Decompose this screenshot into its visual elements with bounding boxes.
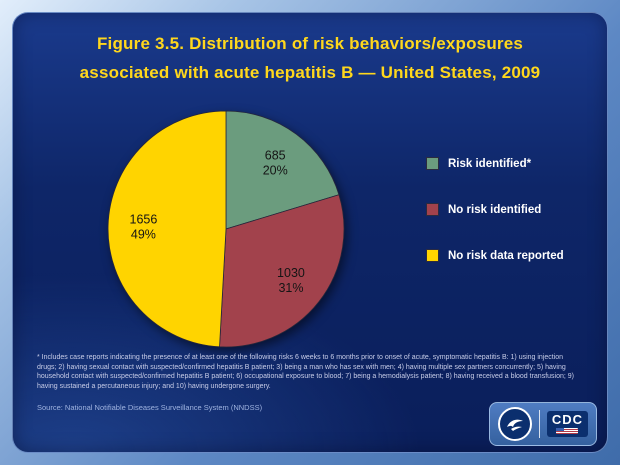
slide-title: Figure 3.5. Distribution of risk behavio… bbox=[13, 13, 607, 87]
legend-swatch-no-risk-identified bbox=[426, 203, 439, 216]
legend-item-no-risk-data-reported: No risk data reported bbox=[426, 249, 564, 262]
legend-label: Risk identified* bbox=[448, 157, 532, 170]
cdc-flag-icon bbox=[556, 428, 579, 434]
slide-title-line1: Figure 3.5. Distribution of risk behavio… bbox=[96, 34, 524, 53]
legend-label: No risk data reported bbox=[448, 249, 564, 262]
pie-slice-1 bbox=[219, 194, 345, 348]
slide-title-line2: associated with acute hepatitis B — Unit… bbox=[79, 63, 541, 82]
legend-swatch-risk-identified bbox=[426, 157, 439, 170]
pie-chart: 685 20% 1030 31% 1656 49% bbox=[101, 104, 351, 354]
cdc-logo: CDC bbox=[546, 411, 588, 437]
cdc-logo-text: CDC bbox=[551, 412, 583, 427]
legend-label: No risk identified bbox=[448, 203, 542, 216]
footnote-text: * Includes case reports indicating the p… bbox=[37, 354, 574, 390]
legend-swatch-no-risk-data-reported bbox=[426, 249, 439, 262]
pie-slice-label-2: 1656 49% bbox=[130, 213, 158, 242]
legend-item-risk-identified: Risk identified* bbox=[426, 157, 564, 170]
pie-slice-2 bbox=[107, 110, 227, 348]
slide-panel: Figure 3.5. Distribution of risk behavio… bbox=[12, 12, 608, 453]
hhs-logo-icon bbox=[497, 407, 532, 441]
chart-legend: Risk identified* No risk identified No r… bbox=[426, 157, 564, 295]
pie-chart-svg: 685 20% 1030 31% 1656 49% bbox=[107, 110, 345, 348]
hhs-eagle-icon bbox=[506, 419, 523, 431]
pie-slice-0 bbox=[225, 110, 340, 230]
logo-separator bbox=[538, 410, 540, 438]
legend-item-no-risk-identified: No risk identified bbox=[426, 203, 564, 216]
pie-slice-label-0: 685 20% bbox=[263, 149, 288, 178]
agency-logo-badge: CDC bbox=[488, 402, 597, 446]
pie-slice-label-1: 1030 31% bbox=[277, 266, 305, 295]
source-text: Source: National Notifiable Diseases Sur… bbox=[37, 403, 263, 412]
